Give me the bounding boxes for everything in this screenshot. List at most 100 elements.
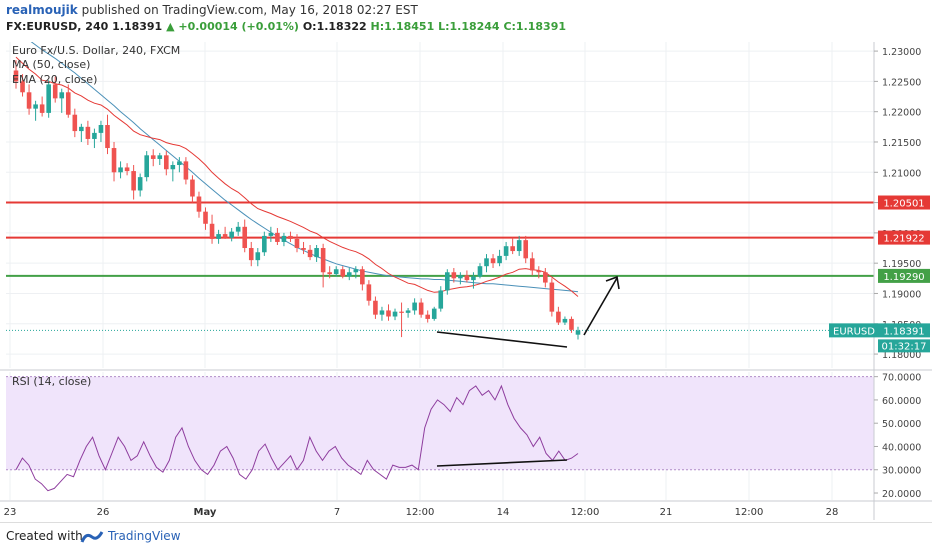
projection-arrowhead-icon bbox=[605, 275, 620, 290]
candle-body bbox=[353, 269, 359, 273]
price-tick-label: 1.19000 bbox=[882, 289, 921, 300]
level-price-label: 1.21922 bbox=[883, 234, 924, 245]
candle-body bbox=[177, 161, 182, 166]
time-tick-label: May bbox=[194, 507, 217, 518]
chart-canvas[interactable]: 1.23000 1.22500 1.22000 1.21500 1.21000 1.205… bbox=[0, 42, 932, 522]
candle-body bbox=[392, 311, 398, 317]
ema20-line bbox=[15, 56, 579, 297]
annotations[interactable] bbox=[436, 275, 620, 467]
candle-body bbox=[405, 310, 411, 313]
projection-arrow bbox=[583, 277, 618, 336]
countdown-tag bbox=[878, 339, 930, 353]
candle-body bbox=[196, 196, 202, 212]
horizontal-levels[interactable] bbox=[6, 201, 874, 331]
footer: Created with TradingView bbox=[0, 522, 932, 551]
high-value: H:1.18451 bbox=[370, 20, 435, 33]
candle-body bbox=[26, 92, 32, 109]
level-price-tag bbox=[878, 230, 930, 245]
candle-body bbox=[445, 272, 450, 291]
candle-body bbox=[144, 155, 149, 178]
candle-body bbox=[549, 282, 555, 312]
candle-body bbox=[229, 231, 234, 238]
time-tick-label: 21 bbox=[660, 507, 673, 518]
publish-line: realmoujik published on TradingView.com,… bbox=[6, 3, 418, 17]
author-link[interactable]: realmoujik bbox=[6, 3, 78, 17]
candle-body bbox=[575, 330, 581, 335]
candle-body bbox=[79, 126, 84, 132]
candle-body bbox=[33, 104, 38, 109]
candle-body bbox=[412, 302, 417, 311]
ma50-line bbox=[30, 42, 579, 293]
candle-body bbox=[85, 126, 91, 139]
candle-body bbox=[235, 226, 241, 232]
rsi-tick-label: 50.0000 bbox=[882, 419, 921, 430]
candle-body bbox=[131, 171, 136, 191]
rsi-series bbox=[15, 384, 579, 492]
price-tick-label: 1.19500 bbox=[882, 259, 921, 270]
candle-body bbox=[39, 104, 45, 113]
candle-body bbox=[216, 234, 221, 239]
candle-body bbox=[484, 258, 489, 267]
candle-body bbox=[543, 272, 548, 283]
candle-body bbox=[262, 235, 267, 253]
candle-body bbox=[327, 272, 332, 275]
candle-body bbox=[425, 314, 430, 319]
candle-body bbox=[59, 92, 65, 99]
candle-body bbox=[92, 132, 97, 139]
rsi-title: RSI (14, close) bbox=[12, 375, 91, 388]
candle-body bbox=[418, 302, 424, 315]
time-tick-label: 14 bbox=[497, 507, 510, 518]
candle-body bbox=[255, 252, 261, 261]
price-tick-label: 1.23000 bbox=[882, 47, 921, 58]
candle-body bbox=[124, 167, 130, 172]
legend-ma50: MA (50, close) bbox=[12, 58, 90, 71]
time-tick-label: 7 bbox=[334, 507, 340, 518]
candle-body bbox=[503, 246, 509, 256]
tradingview-link[interactable]: TradingView bbox=[108, 529, 181, 543]
symbol-label: FX:EURUSD, 240 bbox=[6, 20, 109, 33]
candle-body bbox=[438, 290, 444, 309]
time-tick-label: 26 bbox=[97, 507, 110, 518]
rsi-line bbox=[15, 384, 579, 492]
tradingview-logo-icon bbox=[80, 531, 104, 543]
candle-body bbox=[65, 92, 71, 115]
candle-body bbox=[118, 167, 123, 173]
candle-body bbox=[556, 311, 561, 323]
candle-body bbox=[281, 235, 287, 242]
candle-body bbox=[333, 269, 339, 275]
candle-body bbox=[399, 311, 404, 313]
candle-body bbox=[340, 269, 346, 277]
rsi-tick-label: 40.0000 bbox=[882, 442, 921, 453]
time-tick-label: 12:00 bbox=[571, 507, 600, 518]
candle-body bbox=[510, 246, 515, 252]
candle-body bbox=[346, 272, 352, 277]
candle-body bbox=[360, 269, 365, 285]
rsi-tick-label: 30.0000 bbox=[882, 466, 921, 477]
candle-body bbox=[471, 276, 476, 281]
candle-body bbox=[320, 248, 326, 273]
candle-body bbox=[314, 248, 319, 258]
chart-header: realmoujik published on TradingView.com,… bbox=[0, 0, 932, 42]
candle-body bbox=[13, 70, 19, 82]
candle-body bbox=[431, 308, 437, 319]
close-value: C:1.18391 bbox=[503, 20, 567, 33]
candle-body bbox=[268, 232, 274, 236]
time-tick-label: 12:00 bbox=[406, 507, 435, 518]
candle-body bbox=[569, 318, 574, 330]
candle-body bbox=[307, 249, 313, 258]
candle-body bbox=[458, 275, 463, 279]
created-with-text: Created with bbox=[6, 529, 83, 543]
chart-title: Euro Fx/U.S. Dollar, 240, FXCM bbox=[12, 44, 180, 57]
candle-body bbox=[20, 81, 25, 93]
candle-body bbox=[373, 300, 378, 315]
low-value: L:1.18244 bbox=[438, 20, 500, 33]
candles bbox=[13, 60, 581, 340]
countdown-label: 01:32:17 bbox=[882, 341, 927, 352]
candle-body bbox=[111, 148, 117, 173]
rsi-band-fill bbox=[6, 376, 874, 470]
price-tick-label: 1.22500 bbox=[882, 77, 921, 88]
price-divergence-trendline bbox=[436, 331, 568, 348]
candle-body bbox=[497, 255, 502, 264]
level-price-label: 1.20501 bbox=[883, 199, 924, 210]
candle-body bbox=[536, 270, 542, 273]
